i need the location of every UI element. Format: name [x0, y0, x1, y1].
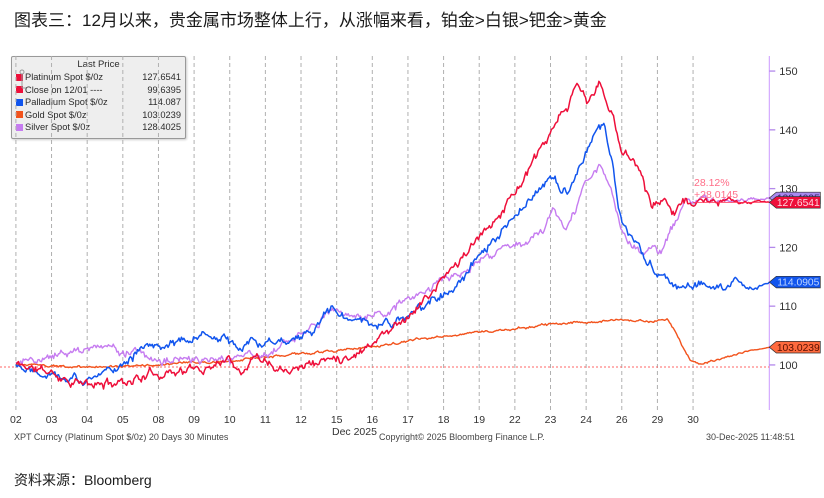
- svg-text:Dec 2025: Dec 2025: [332, 426, 377, 438]
- svg-text:110: 110: [779, 301, 797, 313]
- svg-text:08: 08: [153, 414, 165, 426]
- svg-text:02: 02: [10, 414, 22, 426]
- svg-text:10: 10: [224, 414, 236, 426]
- svg-text:+28.0145: +28.0145: [694, 189, 738, 201]
- svg-text:12: 12: [295, 414, 307, 426]
- svg-text:17: 17: [402, 414, 414, 426]
- svg-text:15: 15: [331, 414, 343, 426]
- svg-text:24: 24: [580, 414, 592, 426]
- svg-text:03: 03: [46, 414, 58, 426]
- svg-text:05: 05: [117, 414, 129, 426]
- svg-text:29: 29: [652, 414, 664, 426]
- svg-text:22: 22: [509, 414, 521, 426]
- svg-text:30: 30: [687, 414, 699, 426]
- svg-text:23: 23: [545, 414, 557, 426]
- svg-text:127.6541: 127.6541: [777, 198, 820, 209]
- svg-text:04: 04: [81, 414, 93, 426]
- svg-text:150: 150: [779, 66, 797, 78]
- svg-text:120: 120: [779, 242, 797, 254]
- svg-text:09: 09: [188, 414, 200, 426]
- svg-text:103.0239: 103.0239: [777, 343, 820, 354]
- svg-text:19: 19: [473, 414, 485, 426]
- svg-text:140: 140: [779, 125, 797, 137]
- svg-text:11: 11: [260, 414, 271, 426]
- svg-text:26: 26: [616, 414, 628, 426]
- svg-text:114.0905: 114.0905: [777, 278, 819, 289]
- svg-text:18: 18: [438, 414, 450, 426]
- svg-text:16: 16: [366, 414, 378, 426]
- svg-text:28.12%: 28.12%: [694, 177, 730, 189]
- svg-text:100: 100: [779, 360, 797, 372]
